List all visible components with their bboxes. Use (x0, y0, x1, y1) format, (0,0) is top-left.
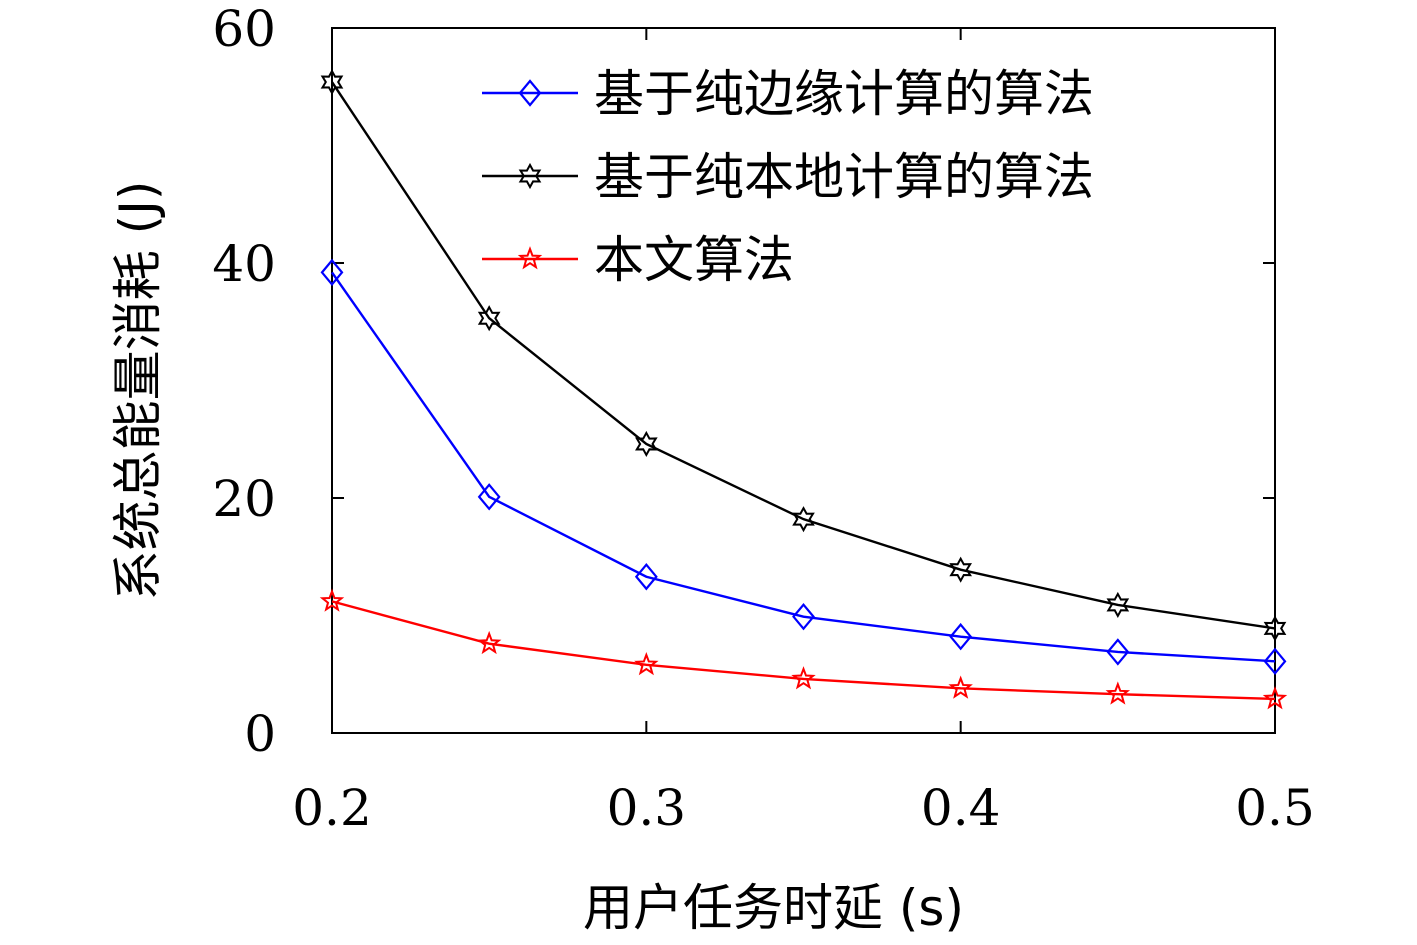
data-point (1263, 647, 1287, 676)
x-tick-label: 0.3 (607, 779, 687, 837)
data-point (792, 602, 815, 631)
data-point (792, 506, 815, 533)
x-tick-label: 0.2 (292, 779, 372, 837)
data-point (635, 430, 658, 458)
data-point (477, 305, 501, 332)
legend-marker (518, 79, 542, 107)
data-point (1262, 686, 1288, 710)
series-1 (320, 68, 1287, 642)
y-tick-label: 0 (244, 705, 276, 763)
series-line (331, 271, 1276, 663)
legend-marker (518, 162, 542, 190)
data-point (477, 483, 501, 511)
legend-entry: 基于纯本地计算的算法 (482, 148, 1094, 206)
data-point (791, 666, 816, 690)
x-tick-label: 0.5 (1235, 779, 1315, 837)
plot-area (319, 27, 1288, 734)
series-line (331, 600, 1276, 701)
data-point (948, 675, 973, 699)
data-point (949, 556, 972, 583)
y-axis-label: 系统总能量消耗 (J) (109, 181, 167, 601)
legend-marker (517, 246, 543, 270)
axes-box (331, 27, 1276, 734)
data-point (634, 651, 659, 676)
data-point (476, 630, 502, 655)
series-line (331, 81, 1276, 630)
data-point (1106, 591, 1130, 618)
y-tick-label: 20 (212, 470, 276, 528)
y-tick-label: 40 (212, 235, 276, 293)
legend-entry: 基于纯边缘计算的算法 (482, 65, 1094, 123)
data-point (320, 258, 344, 287)
series-2 (319, 588, 1288, 710)
x-axis-label: 用户任务时延 (s) (583, 879, 964, 937)
data-point (949, 622, 973, 651)
series-layer (319, 68, 1288, 710)
data-point (1105, 681, 1131, 705)
legend-label: 本文算法 (594, 231, 794, 289)
y-tick-label: 60 (212, 0, 276, 58)
data-point (320, 68, 344, 96)
tick-labels: 0.2 0.3 0.4 0.5 0 20 40 60 (212, 0, 1314, 837)
legend-label: 基于纯本地计算的算法 (594, 148, 1094, 206)
data-point (1106, 638, 1130, 666)
data-point (634, 563, 658, 591)
series-0 (320, 258, 1287, 676)
x-tick-label: 0.4 (921, 779, 1001, 837)
data-point (1263, 615, 1287, 642)
data-point (319, 588, 345, 612)
legend-entry: 本文算法 (482, 231, 794, 289)
legend-label: 基于纯边缘计算的算法 (594, 65, 1094, 123)
